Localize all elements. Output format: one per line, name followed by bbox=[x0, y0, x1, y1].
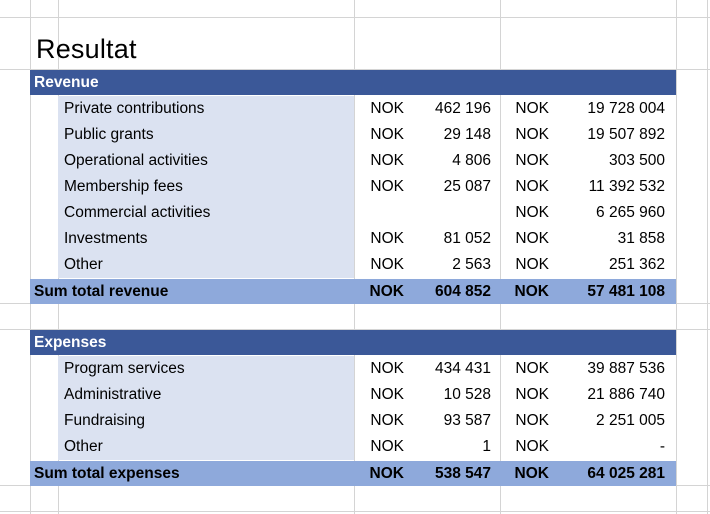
row-label: Fundraising bbox=[64, 412, 145, 429]
sheet-title: Resultat bbox=[36, 34, 137, 64]
currency-col-2: NOK bbox=[515, 256, 549, 273]
value-col-2: 21 886 740 bbox=[587, 386, 665, 403]
grid-line bbox=[500, 0, 501, 514]
revenue-total-value-1: 604 852 bbox=[434, 283, 491, 300]
value-col-2: 303 500 bbox=[608, 152, 665, 169]
value-col-2: 31 858 bbox=[617, 230, 665, 247]
table-row[interactable]: Membership fees NOK 25 087 NOK 11 392 532 bbox=[0, 174, 710, 200]
table-row[interactable]: Fundraising NOK 93 587 NOK 2 251 005 bbox=[0, 408, 710, 434]
revenue-header[interactable]: Revenue bbox=[30, 70, 676, 95]
table-row[interactable]: Other NOK 2 563 NOK 251 362 bbox=[0, 252, 710, 278]
row-label: Investments bbox=[64, 230, 148, 247]
expenses-total-label: Sum total expenses bbox=[34, 465, 180, 482]
currency-col-1: NOK bbox=[370, 126, 404, 143]
row-label: Private contributions bbox=[64, 100, 205, 117]
table-row[interactable]: Private contributions NOK 462 196 NOK 19 728… bbox=[0, 96, 710, 122]
value-col-2: 11 392 532 bbox=[588, 178, 665, 195]
expenses-header[interactable]: Expenses bbox=[30, 330, 676, 355]
grid-line bbox=[354, 0, 355, 514]
revenue-total-currency-1: NOK bbox=[369, 283, 404, 300]
value-col-2: 19 728 004 bbox=[587, 100, 665, 117]
row-label: Commercial activities bbox=[64, 204, 211, 221]
revenue-total-value-2: 57 481 108 bbox=[587, 283, 665, 300]
row-label: Program services bbox=[64, 360, 185, 377]
grid-line bbox=[0, 329, 710, 330]
currency-col-2: NOK bbox=[515, 100, 549, 117]
currency-col-2: NOK bbox=[515, 386, 549, 403]
value-col-1: 434 431 bbox=[434, 360, 491, 377]
currency-col-2: NOK bbox=[515, 360, 549, 377]
revenue-total-label: Sum total revenue bbox=[34, 283, 169, 300]
revenue-total-row[interactable]: Sum total revenue NOK 604 852 NOK 57 481… bbox=[30, 279, 676, 304]
value-col-2: 6 265 960 bbox=[596, 204, 665, 221]
table-row[interactable]: Other NOK 1 NOK - bbox=[0, 434, 710, 460]
expenses-total-value-2: 64 025 281 bbox=[587, 465, 665, 482]
grid-line bbox=[676, 0, 677, 514]
currency-col-2: NOK bbox=[515, 412, 549, 429]
value-col-1: 25 087 bbox=[443, 178, 491, 195]
value-col-1: 4 806 bbox=[452, 152, 491, 169]
currency-col-2: NOK bbox=[515, 438, 549, 455]
currency-col-1: NOK bbox=[370, 360, 404, 377]
currency-col-2: NOK bbox=[515, 126, 549, 143]
value-col-1: 81 052 bbox=[443, 230, 491, 247]
row-label: Other bbox=[64, 438, 103, 455]
value-col-2: 2 251 005 bbox=[596, 412, 665, 429]
table-row[interactable]: Public grants NOK 29 148 NOK 19 507 892 bbox=[0, 122, 710, 148]
grid-line bbox=[30, 0, 31, 514]
currency-col-1: NOK bbox=[370, 178, 404, 195]
value-col-1: 93 587 bbox=[443, 412, 491, 429]
revenue-total-currency-2: NOK bbox=[514, 283, 549, 300]
row-label: Membership fees bbox=[64, 178, 183, 195]
currency-col-2: NOK bbox=[515, 152, 549, 169]
value-col-1: 462 196 bbox=[434, 100, 491, 117]
grid-line bbox=[0, 69, 710, 70]
row-label: Operational activities bbox=[64, 152, 208, 169]
revenue-label-fill bbox=[58, 96, 354, 278]
currency-col-1: NOK bbox=[370, 152, 404, 169]
currency-col-2: NOK bbox=[515, 204, 549, 221]
grid-line bbox=[707, 0, 708, 514]
value-col-2: 19 507 892 bbox=[587, 126, 665, 143]
table-row[interactable]: Administrative NOK 10 528 NOK 21 886 740 bbox=[0, 382, 710, 408]
table-row[interactable]: Operational activities NOK 4 806 NOK 303 500 bbox=[0, 148, 710, 174]
table-row[interactable]: Program services NOK 434 431 NOK 39 887 536 bbox=[0, 356, 710, 382]
currency-col-1: NOK bbox=[370, 438, 404, 455]
expenses-label-fill bbox=[58, 356, 354, 460]
value-col-1: 29 148 bbox=[443, 126, 491, 143]
row-label: Public grants bbox=[64, 126, 154, 143]
table-row[interactable]: Investments NOK 81 052 NOK 31 858 bbox=[0, 226, 710, 252]
expenses-total-value-1: 538 547 bbox=[434, 465, 491, 482]
expenses-total-row[interactable]: Sum total expenses NOK 538 547 NOK 64 02… bbox=[30, 461, 676, 486]
grid-line bbox=[0, 17, 710, 18]
value-col-1: 2 563 bbox=[452, 256, 491, 273]
value-col-1: 10 528 bbox=[443, 386, 491, 403]
expenses-header-label: Expenses bbox=[34, 334, 107, 351]
currency-col-1: NOK bbox=[370, 100, 404, 117]
grid-line bbox=[0, 511, 710, 512]
value-col-2: - bbox=[659, 438, 665, 455]
currency-col-2: NOK bbox=[515, 230, 549, 247]
row-label: Administrative bbox=[64, 386, 162, 403]
expenses-total-currency-1: NOK bbox=[369, 465, 404, 482]
currency-col-1: NOK bbox=[370, 256, 404, 273]
revenue-header-label: Revenue bbox=[34, 74, 99, 91]
value-col-2: 251 362 bbox=[608, 256, 665, 273]
currency-col-1: NOK bbox=[370, 412, 404, 429]
value-col-2: 39 887 536 bbox=[587, 360, 665, 377]
table-row[interactable]: Commercial activities NOK 6 265 960 bbox=[0, 200, 710, 226]
currency-col-2: NOK bbox=[515, 178, 549, 195]
currency-col-1: NOK bbox=[370, 386, 404, 403]
expenses-total-currency-2: NOK bbox=[514, 465, 549, 482]
row-label: Other bbox=[64, 256, 103, 273]
currency-col-1: NOK bbox=[370, 230, 404, 247]
value-col-1: 1 bbox=[482, 438, 491, 455]
